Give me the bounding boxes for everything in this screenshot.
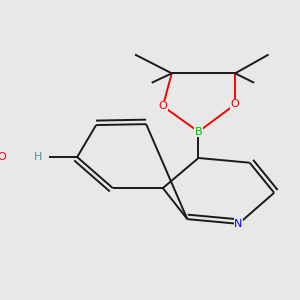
Text: B: B	[195, 127, 202, 137]
Text: H: H	[34, 152, 42, 162]
Text: O: O	[231, 99, 240, 110]
Text: O: O	[0, 152, 6, 162]
Text: N: N	[234, 219, 243, 229]
Text: O: O	[158, 101, 167, 111]
